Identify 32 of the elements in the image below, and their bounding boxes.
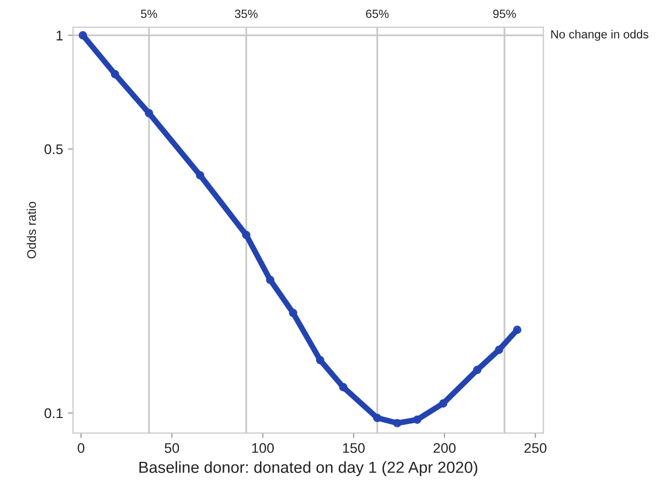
ref-line-label: No change in odds	[551, 30, 648, 41]
point	[439, 399, 448, 408]
point	[339, 383, 348, 392]
point	[242, 230, 250, 240]
x-tick-label: 0	[78, 443, 84, 453]
x-tick-label: 200	[434, 443, 456, 453]
text: 95%	[493, 10, 516, 18]
x-tick-label: 150	[343, 443, 365, 453]
point	[78, 31, 88, 40]
text: 35%	[234, 10, 258, 18]
x-tick-label: 250	[524, 443, 546, 453]
x-axis-title: Baseline donor: donated on day 1 (22 Apr 2020)	[139, 461, 478, 476]
point	[393, 418, 402, 428]
point	[266, 276, 274, 284]
point	[494, 346, 504, 354]
point	[144, 109, 154, 118]
point	[110, 70, 120, 78]
x-tick-label: 50	[164, 443, 180, 453]
point	[413, 416, 422, 424]
text: 65%	[366, 10, 389, 18]
y-tick-label: 1	[56, 30, 63, 40]
x-tick-label: 100	[252, 443, 274, 453]
text: 5%	[140, 10, 158, 18]
point	[373, 414, 382, 422]
point	[316, 356, 324, 364]
point	[196, 171, 204, 180]
y-tick-label: 0.5	[44, 144, 63, 154]
point	[288, 308, 298, 318]
point	[473, 366, 482, 374]
y-tick-label: 0.1	[44, 408, 63, 418]
y-axis-title: Odds ratio	[26, 202, 36, 258]
point	[513, 326, 522, 334]
